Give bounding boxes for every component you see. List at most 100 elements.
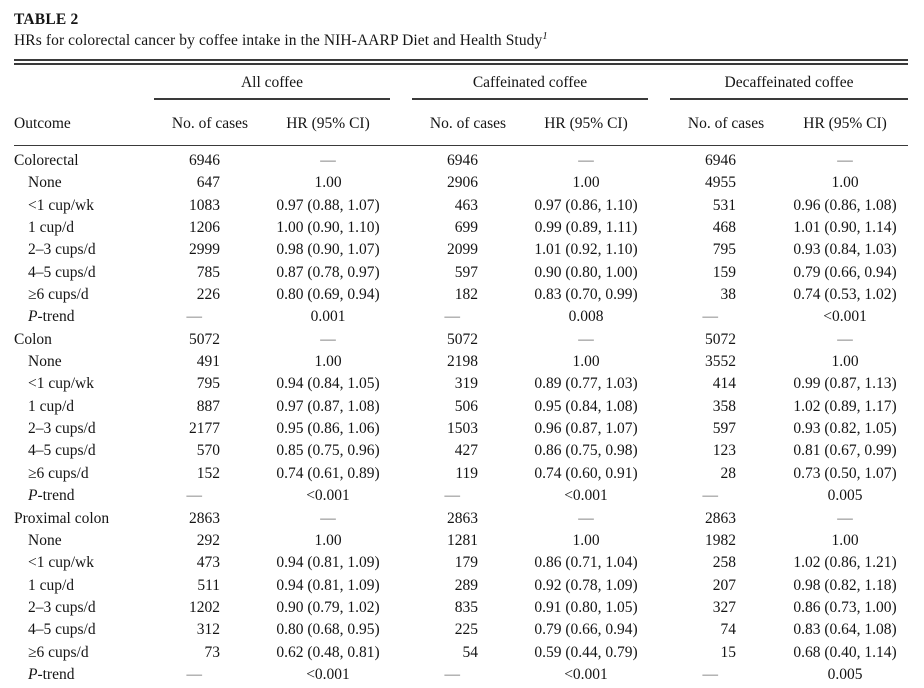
- subheader-row: Outcome No. of cases HR (95% CI) No. of …: [14, 99, 909, 146]
- outcome-cell: ≥6 cups/d: [28, 643, 89, 661]
- hr-cell: <0.001: [306, 487, 350, 505]
- hr-cell: 1.00: [572, 531, 600, 549]
- cases-cell: 1982: [705, 531, 737, 549]
- cases-cell: 511: [197, 576, 220, 594]
- cases-cell: 358: [712, 397, 737, 415]
- column-gap: [648, 396, 670, 418]
- hr-cell: <0.001: [823, 308, 867, 326]
- hr-cell: 0.80 (0.69, 0.94): [276, 286, 380, 304]
- cases-cell: 2999: [189, 241, 220, 259]
- hr-cell: 0.86 (0.75, 0.98): [534, 442, 638, 460]
- cases-cell: 28: [720, 464, 737, 482]
- cases-cell: 2099: [447, 241, 478, 259]
- hr-cell: 1.01 (0.90, 1.14): [793, 219, 897, 237]
- table-row: 1 cup/d 511 0.94 (0.81, 1.09) 289 0.92 (0.78…: [14, 575, 908, 597]
- hr-cell: —: [320, 509, 336, 527]
- column-gap: [390, 351, 412, 373]
- hr-cell: 0.89 (0.77, 1.03): [534, 375, 638, 393]
- cases-cell: 2906: [447, 174, 478, 192]
- hr-cell: 0.93 (0.82, 1.05): [793, 420, 897, 438]
- cases-cell: 6946: [447, 152, 478, 169]
- hr-cell: 0.92 (0.78, 1.09): [534, 576, 638, 594]
- cases-cell: 312: [196, 621, 220, 639]
- cases-header-decaffeinated: No. of cases: [670, 99, 783, 146]
- hr-cell: 0.005: [827, 665, 863, 683]
- column-gap: [390, 664, 412, 686]
- hr-cell: 0.79 (0.66, 0.94): [793, 263, 897, 281]
- table-row: Proximal colon 2863 — 2863 — 2863 —: [14, 508, 908, 530]
- column-group-row: All coffee Caffeinated coffee Decaffeina…: [14, 65, 909, 100]
- table-row: Colon 5072 — 5072 — 5072 —: [14, 329, 908, 351]
- column-gap: [648, 351, 670, 373]
- cases-cell: 427: [454, 442, 478, 460]
- cases-cell: —: [444, 665, 461, 683]
- hr-cell: 0.90 (0.79, 1.02): [276, 598, 380, 616]
- column-gap: [390, 418, 412, 440]
- column-gap: [390, 172, 412, 194]
- hr-cell: 0.59 (0.44, 0.79): [534, 643, 638, 661]
- cases-cell: 327: [712, 598, 737, 616]
- column-gap: [390, 508, 412, 530]
- column-gap: [390, 642, 412, 664]
- column-gap: [390, 373, 412, 395]
- outcome-cell: 4–5 cups/d: [28, 621, 96, 639]
- column-gap: [648, 642, 670, 664]
- table-row: None 647 1.00 2906 1.00 4955 1.00: [14, 172, 908, 194]
- cases-cell: 1503: [447, 420, 478, 438]
- column-gap: [648, 552, 670, 574]
- column-gap: [648, 597, 670, 619]
- cases-cell: 15: [720, 643, 737, 661]
- cases-cell: 73: [204, 643, 221, 661]
- outcome-cell: P-trend: [28, 487, 75, 505]
- column-group-all-coffee: All coffee: [154, 65, 390, 100]
- hr-cell: 0.97 (0.88, 1.07): [276, 196, 380, 214]
- cases-cell: —: [444, 487, 461, 505]
- column-gap: [390, 217, 412, 239]
- column-gap: [390, 239, 412, 261]
- column-gap: [390, 306, 412, 328]
- cases-cell: 74: [720, 621, 737, 639]
- cases-cell: —: [186, 665, 203, 683]
- caption-text: HRs for colorectal cancer by coffee inta…: [14, 32, 543, 49]
- cases-cell: 414: [712, 375, 737, 393]
- hr-cell: 1.00: [831, 531, 859, 549]
- cases-cell: 182: [454, 286, 478, 304]
- outcome-cell: None: [28, 174, 62, 192]
- hr-cell: 1.00: [572, 174, 600, 192]
- outcome-cell: ≥6 cups/d: [28, 464, 89, 482]
- hr-cell: —: [837, 509, 853, 527]
- hr-header-decaffeinated: HR (95% CI): [782, 99, 909, 146]
- table-row: None 491 1.00 2198 1.00 3552 1.00: [14, 351, 908, 373]
- table-row: P-trend — 0.001 — 0.008 — <0.001: [14, 306, 908, 328]
- hr-cell: 0.74 (0.61, 0.89): [276, 464, 380, 482]
- column-gap: [648, 485, 670, 507]
- cases-cell: 2863: [705, 509, 737, 527]
- outcome-cell: None: [28, 353, 62, 371]
- column-gap: [648, 262, 670, 284]
- table-row: 4–5 cups/d 785 0.87 (0.78, 0.97) 597 0.90 (0…: [14, 262, 908, 284]
- cases-cell: 1083: [189, 196, 220, 214]
- cases-cell: 5072: [705, 330, 737, 348]
- column-gap: [390, 65, 412, 99]
- hr-cell: 0.62 (0.48, 0.81): [276, 643, 380, 661]
- table-row: Colorectal 6946 — 6946 — 6946 —: [14, 146, 908, 173]
- cases-cell: 491: [196, 353, 220, 371]
- cases-cell: —: [444, 308, 461, 326]
- outcome-cell: 4–5 cups/d: [28, 442, 96, 460]
- column-gap: [648, 508, 670, 530]
- outcome-header: Outcome: [14, 99, 154, 146]
- data-table: All coffee Caffeinated coffee Decaffeina…: [14, 65, 909, 686]
- column-gap: [390, 530, 412, 552]
- cases-cell: 3552: [705, 353, 737, 371]
- column-gap: [390, 440, 412, 462]
- column-gap: [648, 65, 670, 99]
- cases-cell: 570: [196, 442, 220, 460]
- column-group-caffeinated-coffee: Caffeinated coffee: [412, 65, 649, 100]
- table-row: <1 cup/wk 473 0.94 (0.81, 1.09) 179 0.86 (0.…: [14, 552, 908, 574]
- cases-cell: 5072: [189, 330, 220, 348]
- outcome-cell: Colon: [14, 330, 52, 348]
- cases-cell: 5072: [447, 330, 478, 348]
- hr-cell: 0.94 (0.84, 1.05): [276, 375, 380, 393]
- hr-cell: 0.99 (0.87, 1.13): [793, 375, 897, 393]
